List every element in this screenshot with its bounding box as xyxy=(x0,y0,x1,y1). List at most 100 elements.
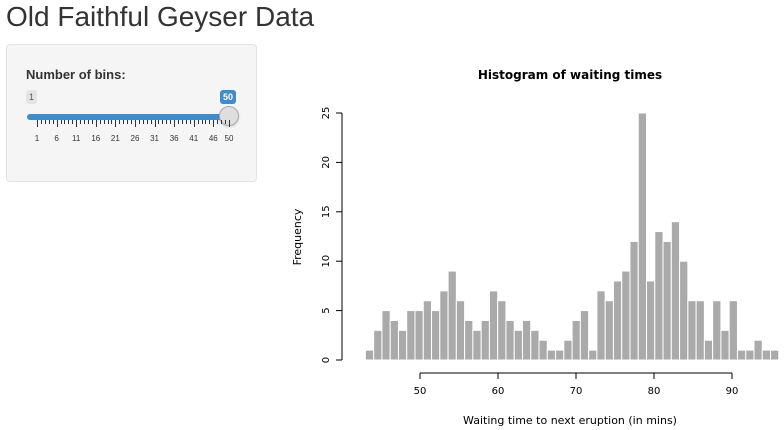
histogram-bar xyxy=(720,329,730,361)
histogram-bar xyxy=(521,319,532,361)
slider-minor-tick xyxy=(181,120,183,124)
y-axis-tick-label: 25 xyxy=(321,107,332,120)
slider-minor-tick xyxy=(123,120,125,124)
histogram-bar xyxy=(505,319,515,361)
slider-min-badge: 1 xyxy=(26,90,38,104)
histogram-bar xyxy=(497,300,507,361)
sidebar-panel: Number of bins: 1 50 1 6 11 16 21 26 31 36 41 46 5… xyxy=(6,44,257,182)
histogram-bar xyxy=(621,270,631,361)
slider-minor-tick xyxy=(87,120,89,124)
y-axis-label: Frequency xyxy=(291,208,304,265)
slider-minor-tick xyxy=(64,120,66,124)
slider-minor-tick xyxy=(158,120,160,124)
slider-tick-label: 11 xyxy=(72,134,81,143)
slider-value-badge: 50 xyxy=(220,90,237,104)
page-title: Old Faithful Geyser Data xyxy=(6,1,315,32)
slider-minor-tick xyxy=(205,120,207,124)
histogram-bar xyxy=(488,290,499,361)
histogram-bar xyxy=(439,290,449,361)
histogram-chart: Histogram of waiting times Frequency Wai… xyxy=(291,68,780,427)
slider-tick-label: 6 xyxy=(54,134,59,143)
slider-tick-label: 16 xyxy=(91,134,101,143)
slider-minor-tick xyxy=(225,120,227,124)
x-axis-tick-label: 80 xyxy=(648,386,661,397)
histogram-bar xyxy=(381,310,391,361)
histogram-bar xyxy=(480,319,490,361)
slider-tick-label: 21 xyxy=(110,134,120,143)
histogram-bar xyxy=(596,290,606,361)
histogram-bar xyxy=(364,349,375,361)
histogram-bar xyxy=(513,329,523,361)
slider-minor-tick xyxy=(229,120,230,127)
slider-minor-tick xyxy=(40,120,42,124)
histogram-bar xyxy=(397,329,408,361)
slider-minor-tick xyxy=(174,120,176,127)
slider-minor-tick xyxy=(142,120,144,124)
slider-minor-tick xyxy=(99,120,101,124)
slider-minor-tick xyxy=(52,120,54,124)
slider-minor-tick xyxy=(37,120,38,127)
slider-minor-tick xyxy=(154,120,156,127)
x-axis-tick-label: 90 xyxy=(726,386,739,397)
histogram-bar xyxy=(736,349,747,361)
slider-minor-tick xyxy=(201,120,203,124)
slider-minor-tick xyxy=(221,120,223,124)
histogram-bar xyxy=(612,280,623,361)
histogram-bar xyxy=(455,300,466,361)
slider-minor-tick xyxy=(80,120,82,124)
slider-minor-tick xyxy=(178,120,180,124)
slider-minor-tick xyxy=(213,120,215,127)
slider-tick-label: 26 xyxy=(130,134,140,143)
histogram-bar xyxy=(422,300,433,361)
histogram-bar xyxy=(770,349,780,361)
chart-title: Histogram of waiting times xyxy=(478,68,662,82)
histogram-bar xyxy=(703,339,714,361)
histogram-bar xyxy=(604,300,614,361)
slider-minor-tick xyxy=(56,120,58,127)
x-axis-tick-label: 70 xyxy=(570,386,583,397)
y-axis-tick-label: 20 xyxy=(321,156,332,169)
slider-minor-tick xyxy=(189,120,191,124)
slider-minor-tick xyxy=(72,120,74,124)
histogram-bars xyxy=(364,112,780,361)
slider-minor-tick xyxy=(209,120,211,124)
slider-minor-tick xyxy=(111,120,113,124)
histogram-bar xyxy=(654,231,664,361)
slider-minor-tick xyxy=(48,120,50,124)
y-axis-tick-label: 15 xyxy=(321,205,332,218)
slider-ticks: 1 6 11 16 21 26 31 36 41 46 50 xyxy=(7,120,258,143)
histogram-bar xyxy=(414,310,424,361)
slider-minor-tick xyxy=(115,120,117,127)
histogram-bar xyxy=(728,300,738,361)
histogram-bar xyxy=(579,310,590,361)
slider-minor-tick xyxy=(60,120,62,124)
histogram-bar xyxy=(629,240,639,361)
slider-minor-tick xyxy=(166,120,168,124)
histogram-bar xyxy=(555,349,565,361)
histogram-bar xyxy=(546,349,557,361)
histogram-bar xyxy=(679,260,689,361)
slider-minor-tick xyxy=(91,120,93,124)
slider-minor-tick xyxy=(103,120,105,124)
histogram-bar xyxy=(761,349,772,361)
slider-minor-tick xyxy=(95,120,97,127)
slider-tick-label: 31 xyxy=(150,134,159,143)
histogram-bar xyxy=(431,310,441,361)
slider-minor-tick xyxy=(146,120,148,124)
histogram-bar xyxy=(637,112,648,361)
histogram-bar xyxy=(406,310,416,361)
slider-minor-tick xyxy=(217,120,219,124)
slider-tick-label: 1 xyxy=(34,134,40,143)
slider-minor-tick xyxy=(119,120,121,124)
slider-tick-label: 46 xyxy=(208,134,218,143)
histogram-bar xyxy=(447,270,457,361)
histogram-bar xyxy=(472,329,482,361)
slider-minor-tick xyxy=(76,120,78,127)
histogram-bar xyxy=(563,339,573,361)
histogram-bar xyxy=(571,319,581,361)
bins-slider[interactable]: 1 50 1 6 11 16 21 26 31 36 41 46 50 xyxy=(7,45,258,183)
histogram-bar xyxy=(753,339,763,361)
slider-minor-tick xyxy=(150,120,152,124)
slider-minor-tick xyxy=(134,120,136,127)
x-axis: 50 60 70 80 90 xyxy=(414,372,739,397)
